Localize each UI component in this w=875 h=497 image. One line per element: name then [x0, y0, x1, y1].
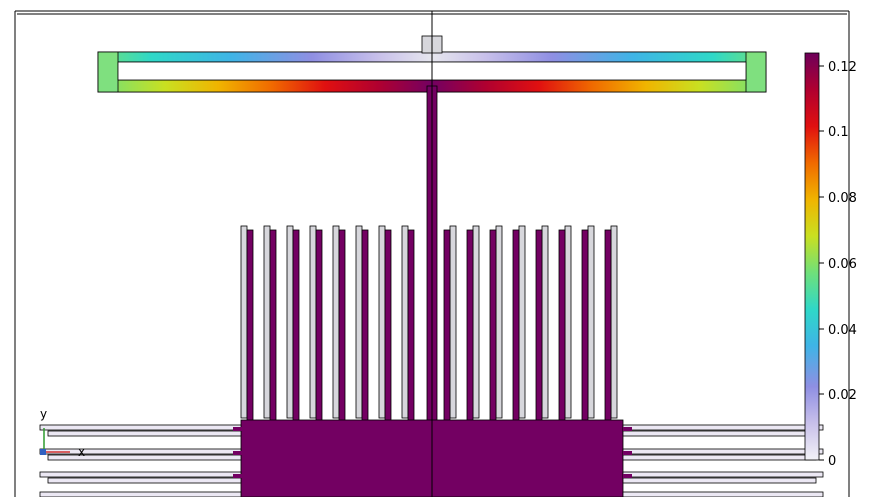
moving-finger: [581, 229, 589, 427]
rail-bar: [47, 430, 242, 437]
rail-end: [233, 427, 242, 431]
moving-finger: [443, 229, 451, 427]
colorbar-tick-label: 0.08: [828, 191, 857, 206]
moving-finger: [466, 229, 474, 427]
moving-finger: [338, 229, 346, 427]
moving-finger: [292, 229, 300, 427]
rail-bar: [622, 448, 824, 455]
rail-end: [623, 451, 632, 455]
moving-finger: [407, 229, 415, 427]
rail-bar: [39, 471, 242, 478]
fixed-finger: [449, 225, 457, 419]
moving-finger: [315, 229, 323, 427]
fixed-finger: [495, 225, 503, 419]
colorbar-tick-label: 0.04: [828, 323, 857, 338]
moving-finger: [604, 229, 612, 427]
color-legend: 0.12 0.1 0.08 0.06 0.04 0.02 0: [804, 52, 857, 469]
colorbar-tick-label: 0.06: [828, 257, 857, 272]
moving-finger: [535, 229, 543, 427]
fixed-finger: [401, 225, 409, 419]
colorbar-tick-label: 0.1: [828, 125, 849, 140]
fixed-finger: [472, 225, 480, 419]
fixed-finger: [378, 225, 386, 419]
moving-finger: [558, 229, 566, 427]
right-end-block: [745, 51, 767, 93]
colorbar-gradient: [804, 52, 820, 461]
rail-bar: [622, 491, 824, 497]
axes-triad: y x: [40, 407, 85, 459]
fixed-finger: [518, 225, 526, 419]
rail-bar: [39, 424, 242, 431]
rail-end: [233, 474, 242, 478]
fixed-finger: [332, 225, 340, 419]
fixed-finger: [263, 225, 271, 419]
axis-label-y: y: [40, 407, 47, 421]
fixed-finger: [610, 225, 618, 419]
colorbar-tick-label: 0.12: [828, 60, 857, 75]
colorbar-tick-label: 0: [828, 454, 836, 469]
fixed-finger: [355, 225, 363, 419]
moving-finger: [246, 229, 254, 427]
rail-end: [233, 451, 242, 455]
rail-bar: [622, 477, 817, 484]
rail-bar: [39, 491, 242, 497]
rail-bar: [622, 471, 824, 478]
fixed-finger: [309, 225, 317, 419]
moving-finger: [269, 229, 277, 427]
moving-finger: [361, 229, 369, 427]
rail-bar: [622, 430, 817, 437]
rail-bar: [622, 454, 817, 461]
rail-end: [623, 474, 632, 478]
rail-bar: [47, 477, 242, 484]
colorbar-tick-label: 0.02: [828, 388, 857, 403]
moving-finger: [384, 229, 392, 427]
fixed-finger: [240, 225, 248, 419]
rail-bar: [47, 454, 242, 461]
moving-finger: [489, 229, 497, 427]
rail-end: [623, 427, 632, 431]
rail-bar: [39, 448, 242, 455]
fixed-finger: [564, 225, 572, 419]
fixed-finger: [587, 225, 595, 419]
fixed-finger: [541, 225, 549, 419]
comb-fingers: [240, 225, 618, 427]
moving-finger: [512, 229, 520, 427]
rail-bar: [622, 424, 824, 431]
left-end-block: [97, 51, 119, 93]
fixed-finger: [286, 225, 294, 419]
side-rails: [39, 424, 824, 497]
axis-label-x: x: [78, 445, 85, 459]
